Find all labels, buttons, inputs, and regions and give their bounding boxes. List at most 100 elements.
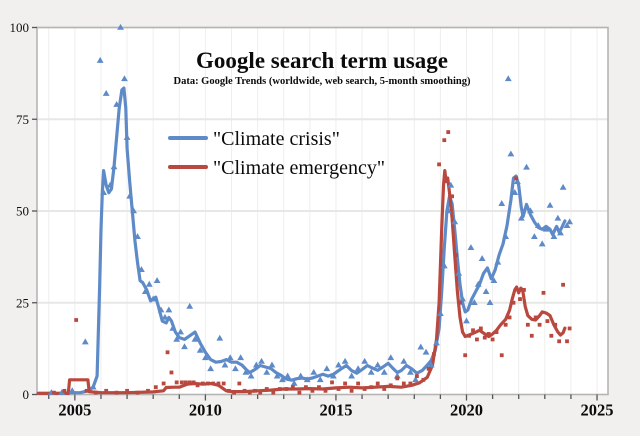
series-marker-climate-emergency — [518, 297, 522, 301]
series-marker-climate-crisis — [279, 376, 286, 383]
series-marker-climate-emergency — [169, 370, 174, 375]
series-marker-climate-emergency — [458, 300, 462, 305]
series-marker-climate-crisis — [440, 262, 448, 269]
series-marker-climate-crisis — [242, 368, 250, 375]
y-tick-label: 75 — [16, 112, 29, 127]
series-marker-climate-emergency — [237, 381, 242, 386]
series-marker-climate-crisis — [323, 365, 331, 372]
series-marker-climate-crisis — [290, 379, 298, 386]
series-marker-climate-crisis — [436, 310, 444, 317]
series-marker-climate-crisis — [482, 288, 490, 295]
series-marker-climate-emergency — [191, 380, 196, 385]
series-marker-climate-crisis — [247, 372, 255, 379]
series-marker-climate-crisis — [153, 277, 161, 284]
series-marker-climate-emergency — [226, 388, 231, 393]
series-marker-climate-crisis — [81, 338, 89, 345]
series-marker-climate-emergency — [369, 385, 374, 390]
series-marker-climate-crisis — [177, 328, 184, 335]
series-marker-climate-crisis — [145, 280, 153, 287]
series-line-climate-emergency — [36, 169, 567, 395]
series-marker-climate-emergency — [431, 352, 436, 357]
series-marker-climate-crisis — [494, 258, 502, 265]
series-marker-climate-crisis — [169, 324, 177, 331]
series-marker-climate-emergency — [529, 333, 534, 338]
series-marker-climate-crisis — [380, 368, 388, 375]
series-marker-climate-emergency — [541, 290, 546, 295]
series-marker-climate-crisis — [559, 183, 567, 190]
series-marker-climate-emergency — [375, 381, 380, 386]
series-marker-climate-crisis — [157, 306, 165, 313]
series-marker-climate-crisis — [303, 376, 311, 383]
x-tick-label: 2005 — [58, 401, 91, 420]
series-marker-climate-emergency — [146, 388, 150, 393]
series-marker-climate-crisis — [486, 299, 494, 306]
series-marker-climate-emergency — [356, 381, 361, 386]
series-marker-climate-emergency — [426, 366, 431, 371]
series-marker-climate-crisis — [113, 100, 121, 107]
series-marker-climate-crisis — [191, 335, 199, 342]
series-marker-climate-emergency — [471, 328, 475, 333]
series-marker-climate-crisis — [478, 255, 486, 262]
series-marker-climate-crisis — [511, 189, 519, 195]
x-tick-label: 2020 — [450, 401, 483, 420]
x-tick-label: 2015 — [319, 401, 352, 420]
series-marker-climate-emergency — [161, 381, 166, 386]
series-marker-climate-emergency — [467, 333, 472, 338]
series-marker-climate-crisis — [550, 233, 558, 239]
series-marker-climate-emergency — [478, 326, 483, 331]
series-marker-climate-emergency — [494, 330, 499, 335]
series-marker-climate-emergency — [216, 381, 221, 386]
series-marker-climate-emergency — [74, 318, 79, 322]
series-marker-climate-emergency — [533, 315, 538, 320]
series-marker-climate-emergency — [323, 388, 328, 393]
series-marker-climate-crisis — [467, 244, 475, 250]
series-marker-climate-crisis — [186, 302, 194, 309]
series-marker-climate-crisis — [102, 89, 110, 96]
series-marker-climate-emergency — [446, 130, 451, 134]
series-marker-climate-crisis — [523, 163, 530, 170]
series-marker-climate-emergency — [93, 390, 98, 395]
series-marker-climate-emergency — [343, 381, 347, 386]
series-marker-climate-emergency — [310, 388, 315, 393]
series-marker-climate-crisis — [121, 75, 128, 82]
series-marker-climate-crisis — [490, 277, 498, 284]
series-marker-climate-emergency — [401, 381, 406, 386]
series-marker-climate-emergency — [421, 377, 426, 382]
series-marker-climate-crisis — [406, 368, 414, 375]
series-marker-climate-crisis — [310, 368, 318, 375]
series-marker-climate-crisis — [181, 343, 188, 350]
series-marker-climate-emergency — [450, 194, 455, 199]
series-marker-climate-emergency — [482, 335, 487, 340]
series-marker-climate-crisis — [542, 225, 550, 232]
series-marker-climate-crisis — [138, 266, 145, 273]
series-marker-climate-crisis — [130, 207, 138, 214]
series-marker-climate-crisis — [507, 150, 515, 157]
chart-title: Google search term usage — [196, 48, 448, 73]
series-marker-climate-crisis — [433, 339, 440, 346]
series-marker-climate-crisis — [557, 229, 564, 236]
series-marker-climate-emergency — [414, 374, 419, 379]
series-marker-climate-emergency — [165, 350, 170, 355]
series-marker-climate-emergency — [271, 390, 276, 395]
series-marker-climate-emergency — [553, 322, 558, 327]
series-marker-climate-emergency — [104, 388, 109, 393]
y-tick-label: 100 — [10, 20, 30, 35]
series-marker-climate-crisis — [141, 288, 149, 295]
series-marker-climate-crisis — [100, 189, 107, 195]
series-marker-climate-emergency — [336, 387, 341, 391]
series-marker-climate-emergency — [211, 381, 216, 386]
series-marker-climate-emergency — [242, 388, 247, 393]
plot-area: 2005 2010 2015 2020 2025 0 25 50 75 100 — [10, 20, 614, 420]
series-marker-climate-crisis — [470, 299, 478, 306]
series-marker-climate-emergency — [258, 390, 263, 395]
series-marker-climate-emergency — [522, 288, 526, 292]
series-marker-climate-crisis — [474, 280, 482, 287]
series-marker-climate-crisis — [566, 218, 574, 225]
series-marker-climate-emergency — [304, 385, 308, 390]
series-marker-climate-emergency — [549, 333, 554, 338]
y-tick-label: 25 — [16, 295, 29, 310]
series-marker-climate-crisis — [258, 357, 265, 364]
series-marker-climate-emergency — [499, 353, 504, 358]
